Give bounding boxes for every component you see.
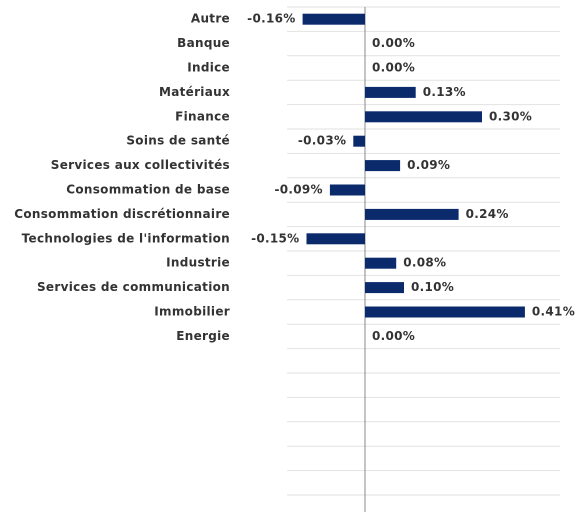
category-label: Consommation discrétionnaire [14,207,230,221]
category-label: Technologies de l'information [22,231,230,245]
category-label: Autre [191,12,230,26]
bar [306,233,365,245]
category-label: Matériaux [159,85,230,99]
value-label: 0.30% [489,109,532,123]
bar [365,86,416,98]
bar [365,282,404,294]
category-label: Immobilier [154,305,230,319]
value-label: -0.16% [247,12,295,26]
category-label: Services de communication [37,280,230,294]
row-lines [287,6,560,496]
bar [353,135,365,147]
category-label: Industrie [166,256,230,270]
bar [365,111,482,123]
value-label: 0.00% [372,61,415,75]
value-label: 0.08% [403,256,446,270]
bar [329,184,365,196]
category-label: Services aux collectivités [51,158,230,172]
bar [365,257,397,269]
category-label: Soins de santé [126,134,230,148]
category-label: Consommation de base [66,183,230,197]
bar [365,306,525,318]
value-label: -0.09% [274,183,322,197]
value-label: 0.09% [407,158,450,172]
value-label: 0.00% [372,36,415,50]
category-label: Energie [176,329,230,343]
bar [302,13,365,25]
value-label: 0.24% [466,207,509,221]
category-label: Finance [175,109,230,123]
bar [365,208,459,220]
bar [365,160,401,172]
value-label: -0.15% [251,231,299,245]
category-label: Indice [187,61,230,75]
value-label: 0.00% [372,329,415,343]
value-label: 0.41% [532,305,575,319]
value-label: 0.10% [411,280,454,294]
value-label: 0.13% [423,85,466,99]
value-label: -0.03% [298,134,346,148]
category-label: Banque [177,36,230,50]
